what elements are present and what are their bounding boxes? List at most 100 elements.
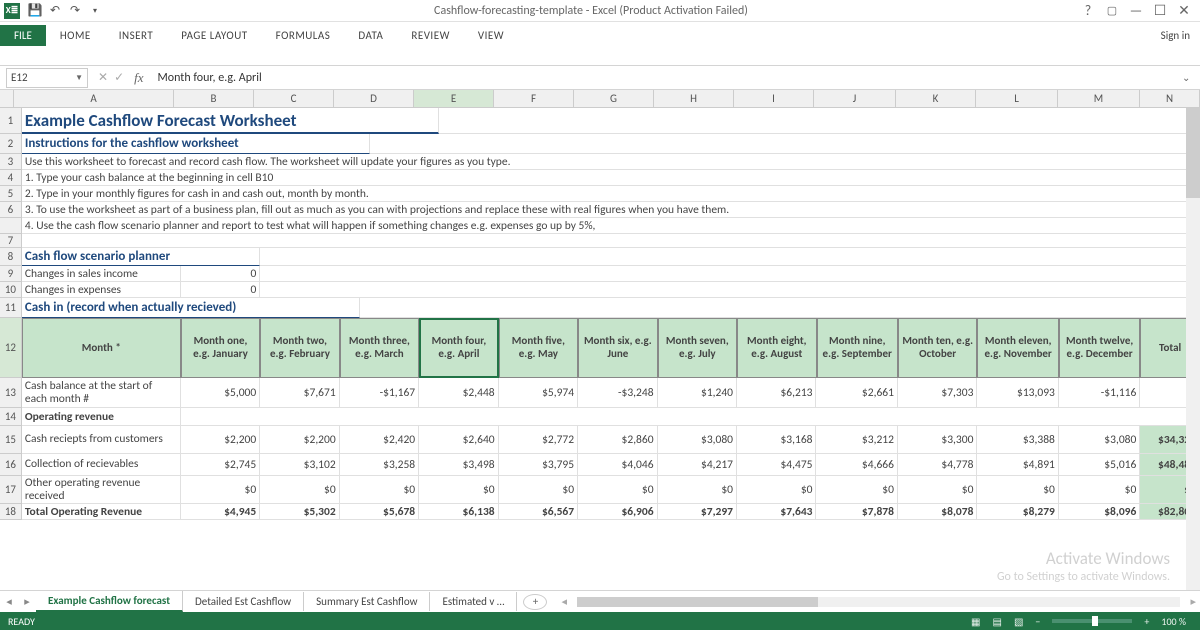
- sheet-nav-prev-icon[interactable]: ◂: [0, 595, 18, 608]
- cell[interactable]: $8,078: [898, 504, 977, 520]
- column-header[interactable]: C: [254, 90, 334, 108]
- cell[interactable]: Operating revenue: [22, 408, 181, 426]
- cell[interactable]: $0: [816, 476, 897, 504]
- zoom-level[interactable]: 100 %: [1155, 615, 1192, 628]
- cell[interactable]: $7,643: [737, 504, 816, 520]
- cell[interactable]: $0: [1059, 476, 1140, 504]
- cell[interactable]: $3,080: [1059, 426, 1140, 454]
- column-header[interactable]: F: [494, 90, 574, 108]
- cell[interactable]: $3,795: [499, 454, 578, 476]
- cell[interactable]: $3,168: [737, 426, 816, 454]
- tab-review[interactable]: REVIEW: [397, 25, 464, 46]
- cell[interactable]: $3,102: [260, 454, 339, 476]
- cancel-formula-icon[interactable]: ✕: [98, 70, 108, 85]
- cell[interactable]: Month five, e.g. May: [499, 318, 578, 378]
- zoom-slider[interactable]: [1052, 619, 1132, 623]
- cell[interactable]: Use this worksheet to forecast and recor…: [22, 154, 1200, 170]
- row-header[interactable]: 5: [0, 186, 22, 202]
- row-header[interactable]: 9: [0, 266, 22, 282]
- cell[interactable]: $2,200: [181, 426, 260, 454]
- cell[interactable]: $0: [419, 476, 498, 504]
- tab-formulas[interactable]: FORMULAS: [262, 25, 345, 46]
- vertical-scrollbar[interactable]: [1186, 90, 1200, 592]
- cell[interactable]: $4,945: [181, 504, 260, 520]
- close-icon[interactable]: ✕: [1172, 2, 1196, 20]
- column-header[interactable]: K: [896, 90, 976, 108]
- cell[interactable]: Total Operating Revenue: [22, 504, 181, 520]
- cell[interactable]: $2,772: [499, 426, 578, 454]
- file-tab[interactable]: FILE: [0, 25, 46, 46]
- cell[interactable]: Month *: [22, 318, 181, 378]
- cell[interactable]: Cash in (record when actually recieved): [22, 298, 360, 318]
- fx-icon[interactable]: fx: [134, 70, 143, 86]
- row-header[interactable]: 18: [0, 504, 22, 520]
- cell[interactable]: Month nine, e.g. September: [817, 318, 898, 378]
- sheet-tab[interactable]: Detailed Est Cashflow: [183, 592, 304, 611]
- cell[interactable]: Cash flow scenario planner: [22, 248, 260, 266]
- name-box-dropdown-icon[interactable]: ▼: [75, 73, 83, 83]
- horizontal-scrollbar[interactable]: [577, 595, 1180, 609]
- cell[interactable]: $0: [260, 476, 339, 504]
- cell[interactable]: 4. Use the cash flow scenario planner an…: [22, 218, 1200, 234]
- cell[interactable]: $6,138: [419, 504, 498, 520]
- tab-view[interactable]: VIEW: [464, 25, 518, 46]
- cell[interactable]: $7,671: [260, 378, 339, 408]
- hscroll-left-icon[interactable]: ◂: [557, 595, 571, 608]
- cell[interactable]: $5,000: [181, 378, 260, 408]
- cell[interactable]: $2,420: [340, 426, 419, 454]
- row-header[interactable]: 4: [0, 170, 22, 186]
- sheet-nav-next-icon[interactable]: ▸: [18, 595, 36, 608]
- cell[interactable]: Month four, e.g. April: [419, 318, 498, 378]
- cell[interactable]: Month eight, e.g. August: [737, 318, 816, 378]
- cell[interactable]: Month eleven, e.g. November: [977, 318, 1058, 378]
- tab-insert[interactable]: INSERT: [105, 25, 168, 46]
- undo-icon[interactable]: ↶: [46, 2, 64, 20]
- redo-icon[interactable]: ↷: [66, 2, 84, 20]
- cell[interactable]: $5,016: [1059, 454, 1140, 476]
- cell[interactable]: $2,860: [578, 426, 657, 454]
- cell[interactable]: $7,878: [816, 504, 897, 520]
- row-header[interactable]: 13: [0, 378, 22, 408]
- tab-home[interactable]: HOME: [46, 25, 105, 46]
- cell[interactable]: $6,567: [499, 504, 578, 520]
- view-pagelayout-icon[interactable]: ▤: [987, 615, 1008, 628]
- cell[interactable]: Changes in sales income: [22, 266, 181, 282]
- cell[interactable]: $0: [181, 476, 260, 504]
- row-header[interactable]: 10: [0, 282, 22, 298]
- column-header[interactable]: H: [654, 90, 734, 108]
- cell[interactable]: $2,745: [181, 454, 260, 476]
- column-header[interactable]: J: [814, 90, 896, 108]
- sheet-tab[interactable]: Estimated v …: [430, 592, 517, 611]
- cell[interactable]: $3,258: [340, 454, 419, 476]
- column-header[interactable]: B: [174, 90, 254, 108]
- formula-input[interactable]: Month four, e.g. April: [150, 71, 1182, 85]
- cell[interactable]: $1,240: [658, 378, 737, 408]
- cell[interactable]: 0: [181, 266, 261, 282]
- row-header[interactable]: 7: [0, 234, 22, 248]
- row-header[interactable]: 3: [0, 154, 22, 170]
- cell[interactable]: Cash balance at the start of each month …: [22, 378, 181, 408]
- row-header[interactable]: 16: [0, 454, 22, 476]
- cell[interactable]: $5,678: [340, 504, 419, 520]
- cell[interactable]: 2. Type in your monthly figures for cash…: [22, 186, 1200, 202]
- cell[interactable]: [260, 266, 1200, 282]
- row-header[interactable]: 1: [0, 108, 22, 134]
- cell[interactable]: 1. Type your cash balance at the beginni…: [22, 170, 1200, 186]
- column-header[interactable]: I: [734, 90, 814, 108]
- row-header[interactable]: 8: [0, 248, 22, 266]
- row-header[interactable]: 12: [0, 318, 22, 378]
- cell[interactable]: $3,212: [816, 426, 897, 454]
- column-header[interactable]: M: [1058, 90, 1140, 108]
- select-all-triangle[interactable]: [0, 90, 14, 108]
- cell[interactable]: Month one, e.g. January: [181, 318, 260, 378]
- cell[interactable]: $2,640: [419, 426, 498, 454]
- accept-formula-icon[interactable]: ✓: [114, 70, 124, 85]
- new-sheet-icon[interactable]: +: [523, 594, 547, 610]
- tab-pagelayout[interactable]: PAGE LAYOUT: [167, 25, 261, 46]
- cell[interactable]: Month six, e.g. June: [578, 318, 657, 378]
- cell[interactable]: $2,661: [816, 378, 897, 408]
- cell[interactable]: [360, 298, 1200, 318]
- cell[interactable]: Instructions for the cashflow worksheet: [22, 134, 370, 154]
- cell[interactable]: $4,217: [658, 454, 737, 476]
- cell[interactable]: $0: [977, 476, 1058, 504]
